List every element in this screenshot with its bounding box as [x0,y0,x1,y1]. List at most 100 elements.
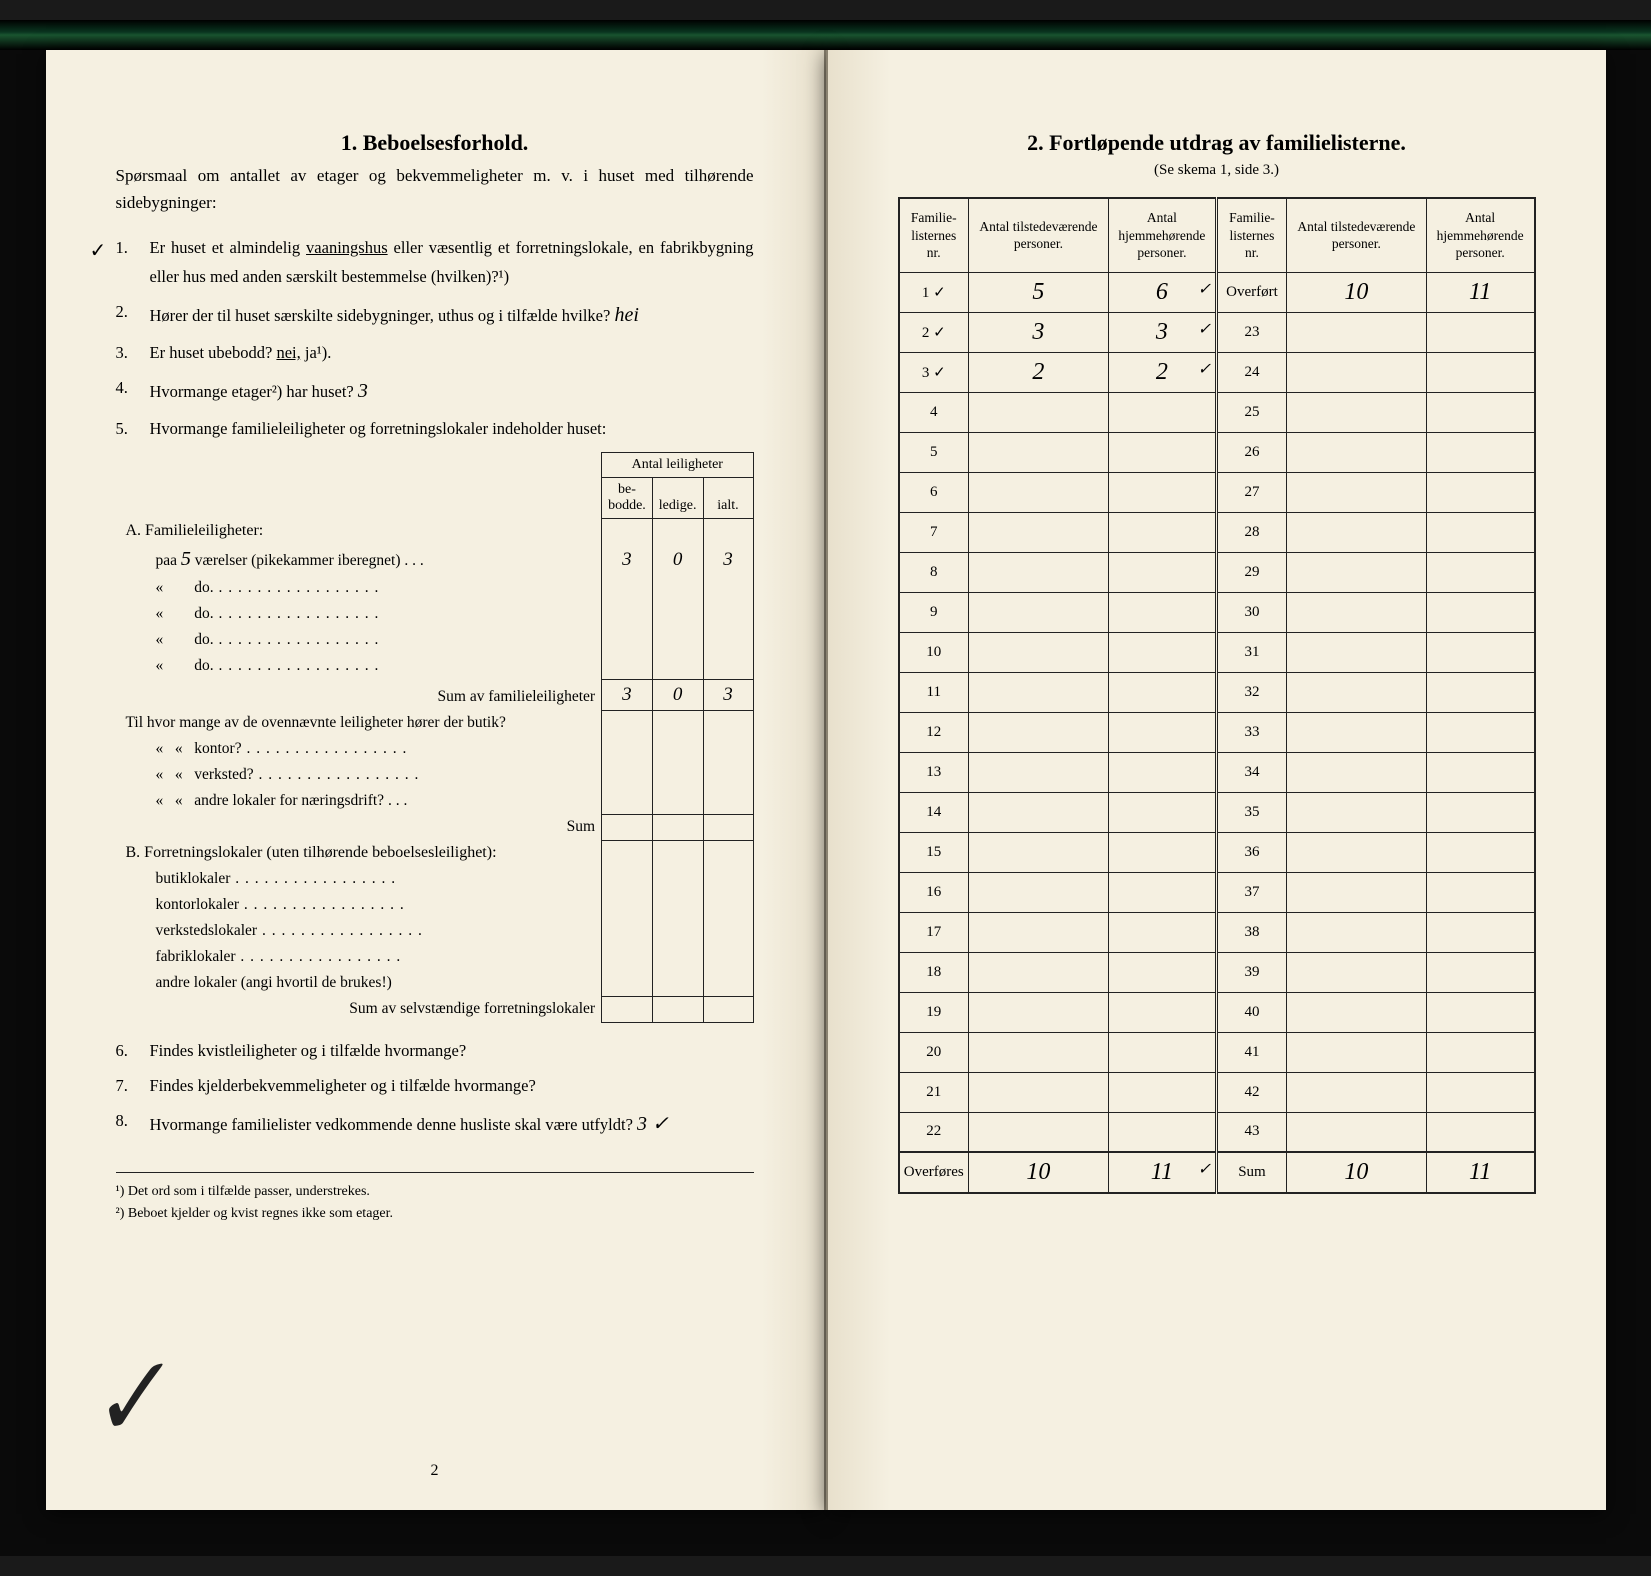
fam-cell [1286,392,1426,432]
fam-cell: 6 [1108,272,1216,312]
q8-hand: 3 ✓ [637,1113,669,1135]
fam-cell: 43 [1216,1112,1286,1152]
fam-cell [1286,1072,1426,1112]
fam-row: 1637 [899,872,1535,912]
fam-cell [1426,672,1534,712]
fam-cell [1286,752,1426,792]
q8-body: Hvormange familielister vedkommende denn… [150,1115,633,1134]
a1-pre: paa [156,552,181,569]
fam-cell [1426,1112,1534,1152]
sum-fam-label: Sum av familieleiligheter [116,679,602,710]
q1-underlined: vaaningshus [306,238,388,257]
apt-section-a: A. Familieleiligheter: [116,518,754,544]
a1-label: paa 5 værelser (pikekammer iberegnet) . … [116,544,602,575]
question-7: 7.Findes kjelderbekvemmeligheter og i ti… [116,1072,754,1101]
fam-cell [1286,832,1426,872]
q2-text: Hører der til huset særskilte sidebygnin… [150,298,754,333]
fam-cell [1286,1032,1426,1072]
page-right: 2. Fortløpende utdrag av familielisterne… [826,50,1606,1510]
fam-cell: 38 [1216,912,1286,952]
page-number: 2 [431,1462,439,1480]
fam-cell [1286,992,1426,1032]
fam-row: 22 43 [899,1112,1535,1152]
fam-cell: 11 [899,672,969,712]
do-2: do. [194,605,213,622]
fam-cell: 29 [1216,552,1286,592]
apt-kontor: « « kontor? [116,736,754,762]
question-list: 1. Er huset et almindelig vaaningshus el… [116,234,754,444]
fam-cell: 22 [899,1112,969,1152]
fam-cell [1286,592,1426,632]
section-a-label: A. Familieleiligheter: [116,518,602,544]
question-4: 4. Hvormange etager²) har huset? 3 [116,374,754,409]
apt-kontorL: kontorlokaler [116,892,754,918]
fam-cell [1286,672,1426,712]
q3-rest: ja¹). [301,343,332,362]
a1-hand: 5 [181,548,191,570]
fam-row: 1233 [899,712,1535,752]
fam-cell: 26 [1216,432,1286,472]
fam-row: 425 [899,392,1535,432]
sum-forr-label: Sum av selvstændige forretningslokaler [116,996,602,1022]
question-6: 6.Findes kvistleiligheter og i tilfælde … [116,1037,754,1066]
apt-butik: butiklokaler [116,866,754,892]
fam-cell: 10 [899,632,969,672]
fam-cell [1108,1072,1216,1112]
do-1: do. [194,579,213,596]
apt-head-row1: Antal leiligheter [116,452,754,477]
fam-cell: 1 ✓ [899,272,969,312]
fam-cell [968,632,1108,672]
fam-cell: 2 [968,352,1108,392]
fam-cell [1286,312,1426,352]
fam-cell [1108,592,1216,632]
fam-cell [968,792,1108,832]
fam-cell [1108,552,1216,592]
page-left: 1. Beboelsesforhold. Spørsmaal om antall… [46,50,826,1510]
fam-cell [1426,552,1534,592]
fam-cell: 37 [1216,872,1286,912]
fam-cell [1426,992,1534,1032]
fam-cell: 10 [1286,1152,1426,1193]
section-2-subheading: (Se skema 1, side 3.) [898,162,1536,179]
question-list-2: 6.Findes kvistleiligheter og i tilfælde … [116,1037,754,1142]
q4-text: Hvormange etager²) har huset? 3 [150,374,754,409]
book-spread: 1. Beboelsesforhold. Spørsmaal om antall… [0,50,1651,1510]
fam-cell: 36 [1216,832,1286,872]
andre-label: andre lokaler for næringsdrift? [194,792,384,809]
fam-cell: 24 [1216,352,1286,392]
fam-h-c4: Familie- listernes nr. [1216,198,1286,272]
kontorL-label: kontorlokaler [116,892,602,918]
fam-cell: 42 [1216,1072,1286,1112]
andreLok-label: andre lokaler (angi hvortil de brukes!) [116,970,602,996]
fam-cell [1286,872,1426,912]
fam-cell [968,832,1108,872]
fam-cell: Overføres [899,1152,969,1193]
fam-cell [968,672,1108,712]
footnote-2: ²) Beboet kjelder og kvist regnes ikke s… [116,1203,754,1225]
do-3: do. [194,631,213,648]
fam-cell [1108,472,1216,512]
q8-text: Hvormange familielister vedkommende denn… [150,1107,754,1142]
qnum-4: 4. [116,374,150,409]
top-strip [0,20,1651,50]
verksted-label: verksted? [194,766,253,783]
fam-cell: 27 [1216,472,1286,512]
fam-cell [1426,792,1534,832]
fam-h-c1: Familie- listernes nr. [899,198,969,272]
fam-cell [1108,832,1216,872]
fam-cell: Sum [1216,1152,1286,1193]
q3-text: Er huset ubebodd? nei, ja¹). [150,339,754,368]
fam-cell [1108,952,1216,992]
fam-cell [968,712,1108,752]
fam-cell: 2 ✓ [899,312,969,352]
section-b-label: B. Forretningslokaler (uten tilhørende b… [116,840,602,866]
apt-row-do4: « do. [116,653,754,679]
q3-prefix: Er huset ubebodd? [150,343,277,362]
section-1-heading: 1. Beboelsesforhold. [116,130,754,156]
fam-cell: 6 [899,472,969,512]
fam-cell: 40 [1216,992,1286,1032]
fam-cell [1108,992,1216,1032]
intro-text: Spørsmaal om antallet av etager og bekve… [116,162,754,216]
fam-cell: 41 [1216,1032,1286,1072]
q1-prefix: Er huset et almindelig [150,238,307,257]
